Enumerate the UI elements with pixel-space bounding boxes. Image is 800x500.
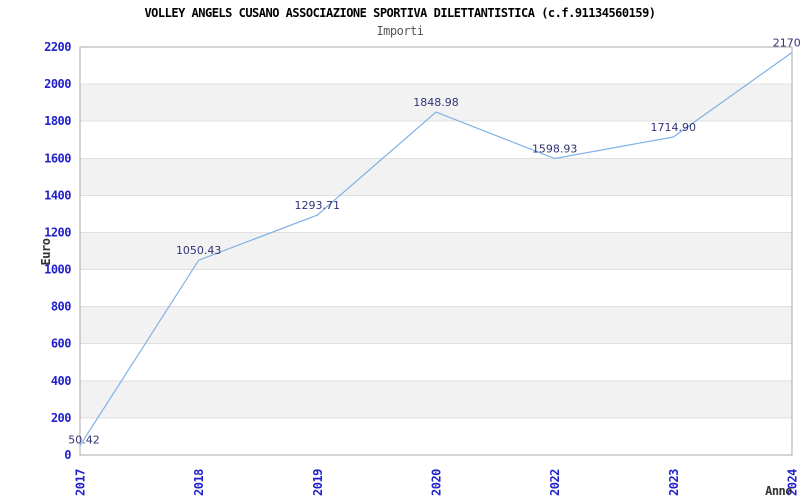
y-axis-title: Euro [39,238,53,265]
chart-title: VOLLEY ANGELS CUSANO ASSOCIAZIONE SPORTI… [144,6,655,20]
x-tick-label: 2018 [192,469,206,496]
series-line [79,52,793,446]
point-label: 50.42 [68,434,100,447]
plot-border [79,46,793,456]
y-tick-label: 1800 [44,114,71,128]
x-tick-label: 2017 [74,469,88,496]
point-label: 1050.43 [176,244,222,257]
y-tick-label: 1200 [44,225,71,239]
point-label: 1598.93 [532,143,578,156]
plot-band [80,158,792,196]
y-tick-label: 1400 [44,188,71,202]
plot-band [80,306,792,344]
x-tick-label: 2020 [430,469,444,496]
plot-bands [80,84,792,418]
y-tick-labels: 0 200 400 600 800 1000 1200 1400 1600 1800 2000 220… [44,40,72,462]
y-tick-label: 2200 [44,40,71,54]
gridlines [80,83,792,419]
x-tick-label: 2023 [667,469,681,496]
x-tick-label: 2019 [311,469,325,496]
x-tick-label: 2024 [786,469,800,496]
point-label: 1293.71 [295,199,341,212]
x-tick-labels: 2017 2018 2019 2020 2022 2023 2024 [74,469,800,496]
plot-band [80,84,792,122]
x-tick-label: 2022 [548,469,562,496]
point-label: 1714.90 [651,121,697,134]
point-label: 1848.98 [413,96,459,109]
y-tick-label: 400 [51,374,71,388]
y-tick-label: 0 [64,448,71,462]
y-tick-label: 800 [51,300,71,314]
y-tick-label: 1600 [44,151,71,165]
y-tick-label: 200 [51,411,71,425]
plot-band [80,380,792,418]
point-labels: 50.42 1050.43 1293.71 1848.98 1598.93 1714.90… [68,37,800,447]
y-tick-label: 600 [51,337,71,351]
y-tick-label: 1000 [44,263,71,277]
point-label: 2170.3 [773,37,800,50]
x-axis-title: Anno [765,484,792,498]
y-tick-label: 2000 [44,77,71,91]
chart-subtitle: Importi [376,24,423,38]
plot-band [80,232,792,270]
